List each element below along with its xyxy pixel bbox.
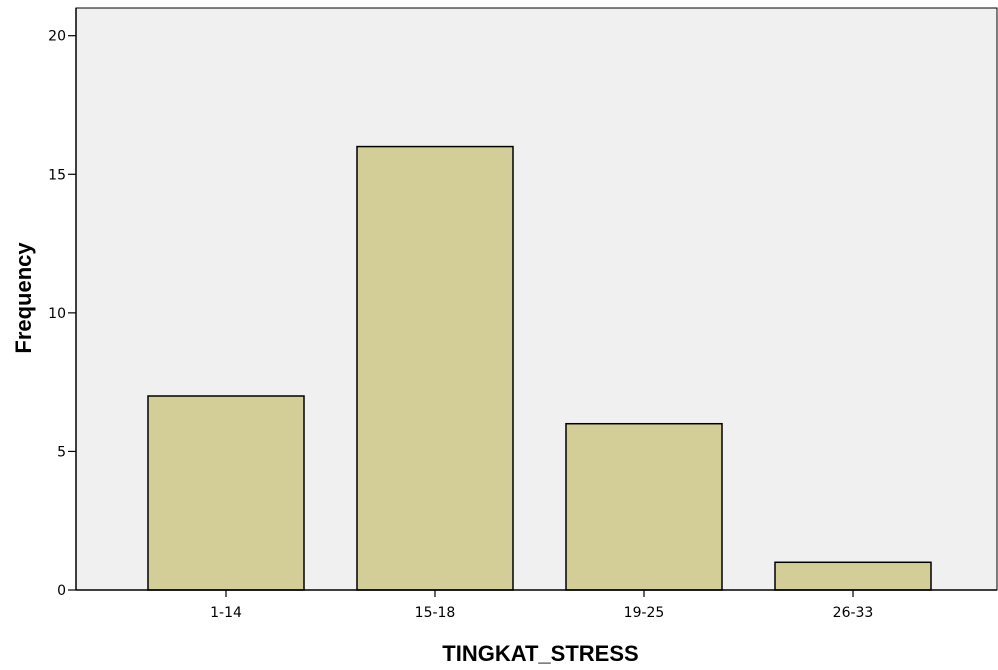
y-tick-label: 10 [48,306,66,322]
y-ticks-group: 0 5 10 15 20 [48,29,76,599]
y-tick-label: 15 [48,167,66,183]
y-axis-title: Frequency [11,242,36,354]
x-axis-title: TINGKAT_STRESS [442,641,638,666]
x-ticks-group: 1-14 15-18 19-25 26-33 [210,590,873,621]
bar-26-33 [774,561,932,591]
x-tick-label: 19-25 [624,605,665,621]
y-tick-label: 20 [48,29,66,45]
x-tick-label: 26-33 [833,605,874,621]
x-tick-label: 1-14 [210,605,242,621]
y-tick-label: 5 [57,444,66,460]
y-tick-label: 0 [57,583,66,599]
bar-15-18 [356,145,514,591]
bar-1-14 [147,395,305,591]
bars-group [147,145,932,591]
x-tick-label: 15-18 [415,605,456,621]
bar-19-25 [565,422,723,591]
